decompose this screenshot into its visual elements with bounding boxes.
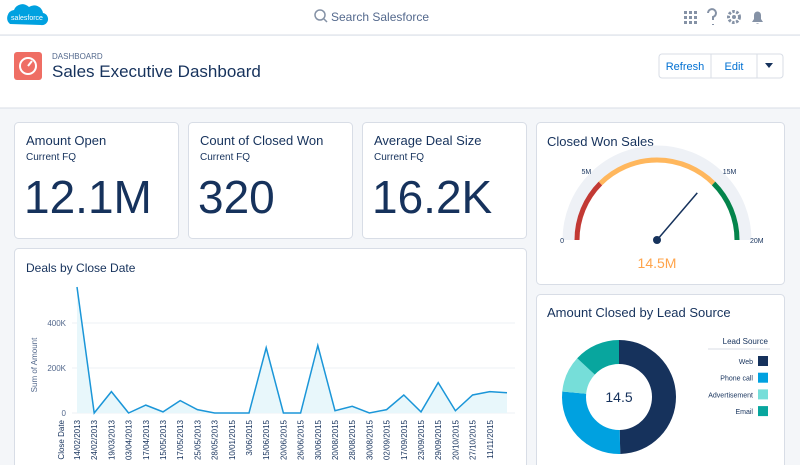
metric-subtitle: Current FQ [26,152,76,163]
gauge-track [562,145,752,241]
search[interactable]: Search Salesforce [314,9,429,24]
x-tick-label: 17/04/2013 [142,419,151,460]
legend-label: Phone call [720,376,753,383]
x-tick-label: 28/05/2013 [211,419,220,460]
y-tick-label: 400K [47,319,66,328]
x-tick-label: 17/09/2015 [400,419,409,460]
x-tick-label: 11/11/2015 [486,419,495,458]
x-tick-label: 3/06/2015 [245,419,254,455]
metric-value: 16.2K [372,171,493,223]
legend-label: Web [739,359,753,366]
gauge-band [574,181,603,241]
help-icon[interactable] [707,8,717,25]
x-tick-label: 19/03/2013 [107,419,116,460]
x-tick-label: 14/02/2013 [73,419,82,460]
gauge-tick-label: 5M [582,169,592,176]
gauge-band [598,157,716,186]
metric-title: Count of Closed Won [200,133,323,148]
legend-label: Email [735,409,753,416]
donut-segment [577,340,619,375]
metric-value: 12.1M [24,171,152,223]
top-bar [0,0,800,35]
notifications-icon[interactable] [752,11,763,24]
logo-cloud [7,4,49,26]
app-launcher[interactable] [684,11,697,24]
x-tick-label: 27/10/2015 [469,419,478,460]
page-label: DASHBOARD [52,52,103,61]
page-title: Sales Executive Dashboard [52,62,261,81]
legend-swatch [758,356,768,366]
gauge-tick-label: 15M [723,169,737,176]
gauge-band [711,181,740,241]
legend-swatch [758,372,768,383]
gauge-title: Closed Won Sales [547,134,654,149]
gauge-card [536,122,785,285]
metric-title: Amount Open [26,133,106,148]
settings-icon[interactable] [727,10,741,24]
search-placeholder: Search Salesforce [331,10,429,24]
x-tick-label: 20/08/2015 [331,419,340,460]
legend-swatch [758,389,768,400]
metric-card [14,122,179,239]
metric-title: Average Deal Size [374,133,481,148]
gauge-needle [656,192,698,241]
edit-button[interactable]: Edit [725,61,744,73]
gauge-tick-label: 0 [560,238,564,245]
donut-segment [619,340,677,454]
refresh-button[interactable]: Refresh [666,61,705,73]
x-tick-label: 29/09/2015 [434,419,443,460]
metric-subtitle: Current FQ [374,152,424,163]
x-axis-label: Close Date [57,419,66,459]
search-icon-handle [323,18,328,23]
legend-swatch [758,406,768,417]
x-tick-label: 17/05/2013 [176,419,185,460]
x-tick-label: 15/05/2013 [159,419,168,460]
button-group [658,53,784,79]
x-tick-label: 15/06/2015 [262,419,271,460]
plots: Amount Open Current FQ 12.1M Count of Close… [24,133,770,460]
metric-card [362,122,527,239]
x-tick-label: 03/04/2013 [125,419,134,460]
metric-card [188,122,353,239]
x-tick-label: 10/01/2015 [228,419,237,460]
logo-text: salesforce [11,15,43,22]
x-tick-label: 26/06/2015 [297,419,306,460]
x-tick-label: 30/08/2015 [365,419,374,460]
legend-title: Lead Source [723,337,769,346]
x-tick-label: 20/06/2015 [279,419,288,460]
y-axis-label: Sum of Amount [30,337,39,392]
more-actions-button[interactable] [765,63,773,68]
x-tick-label: 20/10/2015 [451,419,460,460]
y-tick-label: 200K [47,364,66,373]
dashboard-icon-needle [27,60,33,67]
gauge-hub [653,236,661,244]
x-tick-label: 30/06/2015 [314,419,323,460]
x-tick-label: 02/09/2015 [383,419,392,460]
donut-title: Amount Closed by Lead Source [547,305,731,320]
y-tick-label: 0 [62,409,67,418]
dashboard-icon-dial [19,57,37,75]
metric-subtitle: Current FQ [200,152,250,163]
x-tick-label: 25/05/2013 [193,419,202,460]
donut-segment [562,358,595,394]
search-icon [314,9,326,21]
x-tick-label: 28/08/2015 [348,419,357,460]
gauge-value: 14.5M [638,255,677,271]
donut-total: 14.5 [605,389,632,405]
x-tick-label: 24/02/2013 [90,419,99,460]
logo[interactable]: salesforce [7,4,49,26]
line-chart-title: Deals by Close Date [26,261,136,275]
line [76,286,508,415]
x-tick-label: 23/09/2015 [417,419,426,460]
gauge-tick-label: 20M [750,238,764,245]
donut-segment [562,391,621,455]
legend-label: Advertisement [708,392,753,399]
metric-value: 320 [198,171,275,223]
